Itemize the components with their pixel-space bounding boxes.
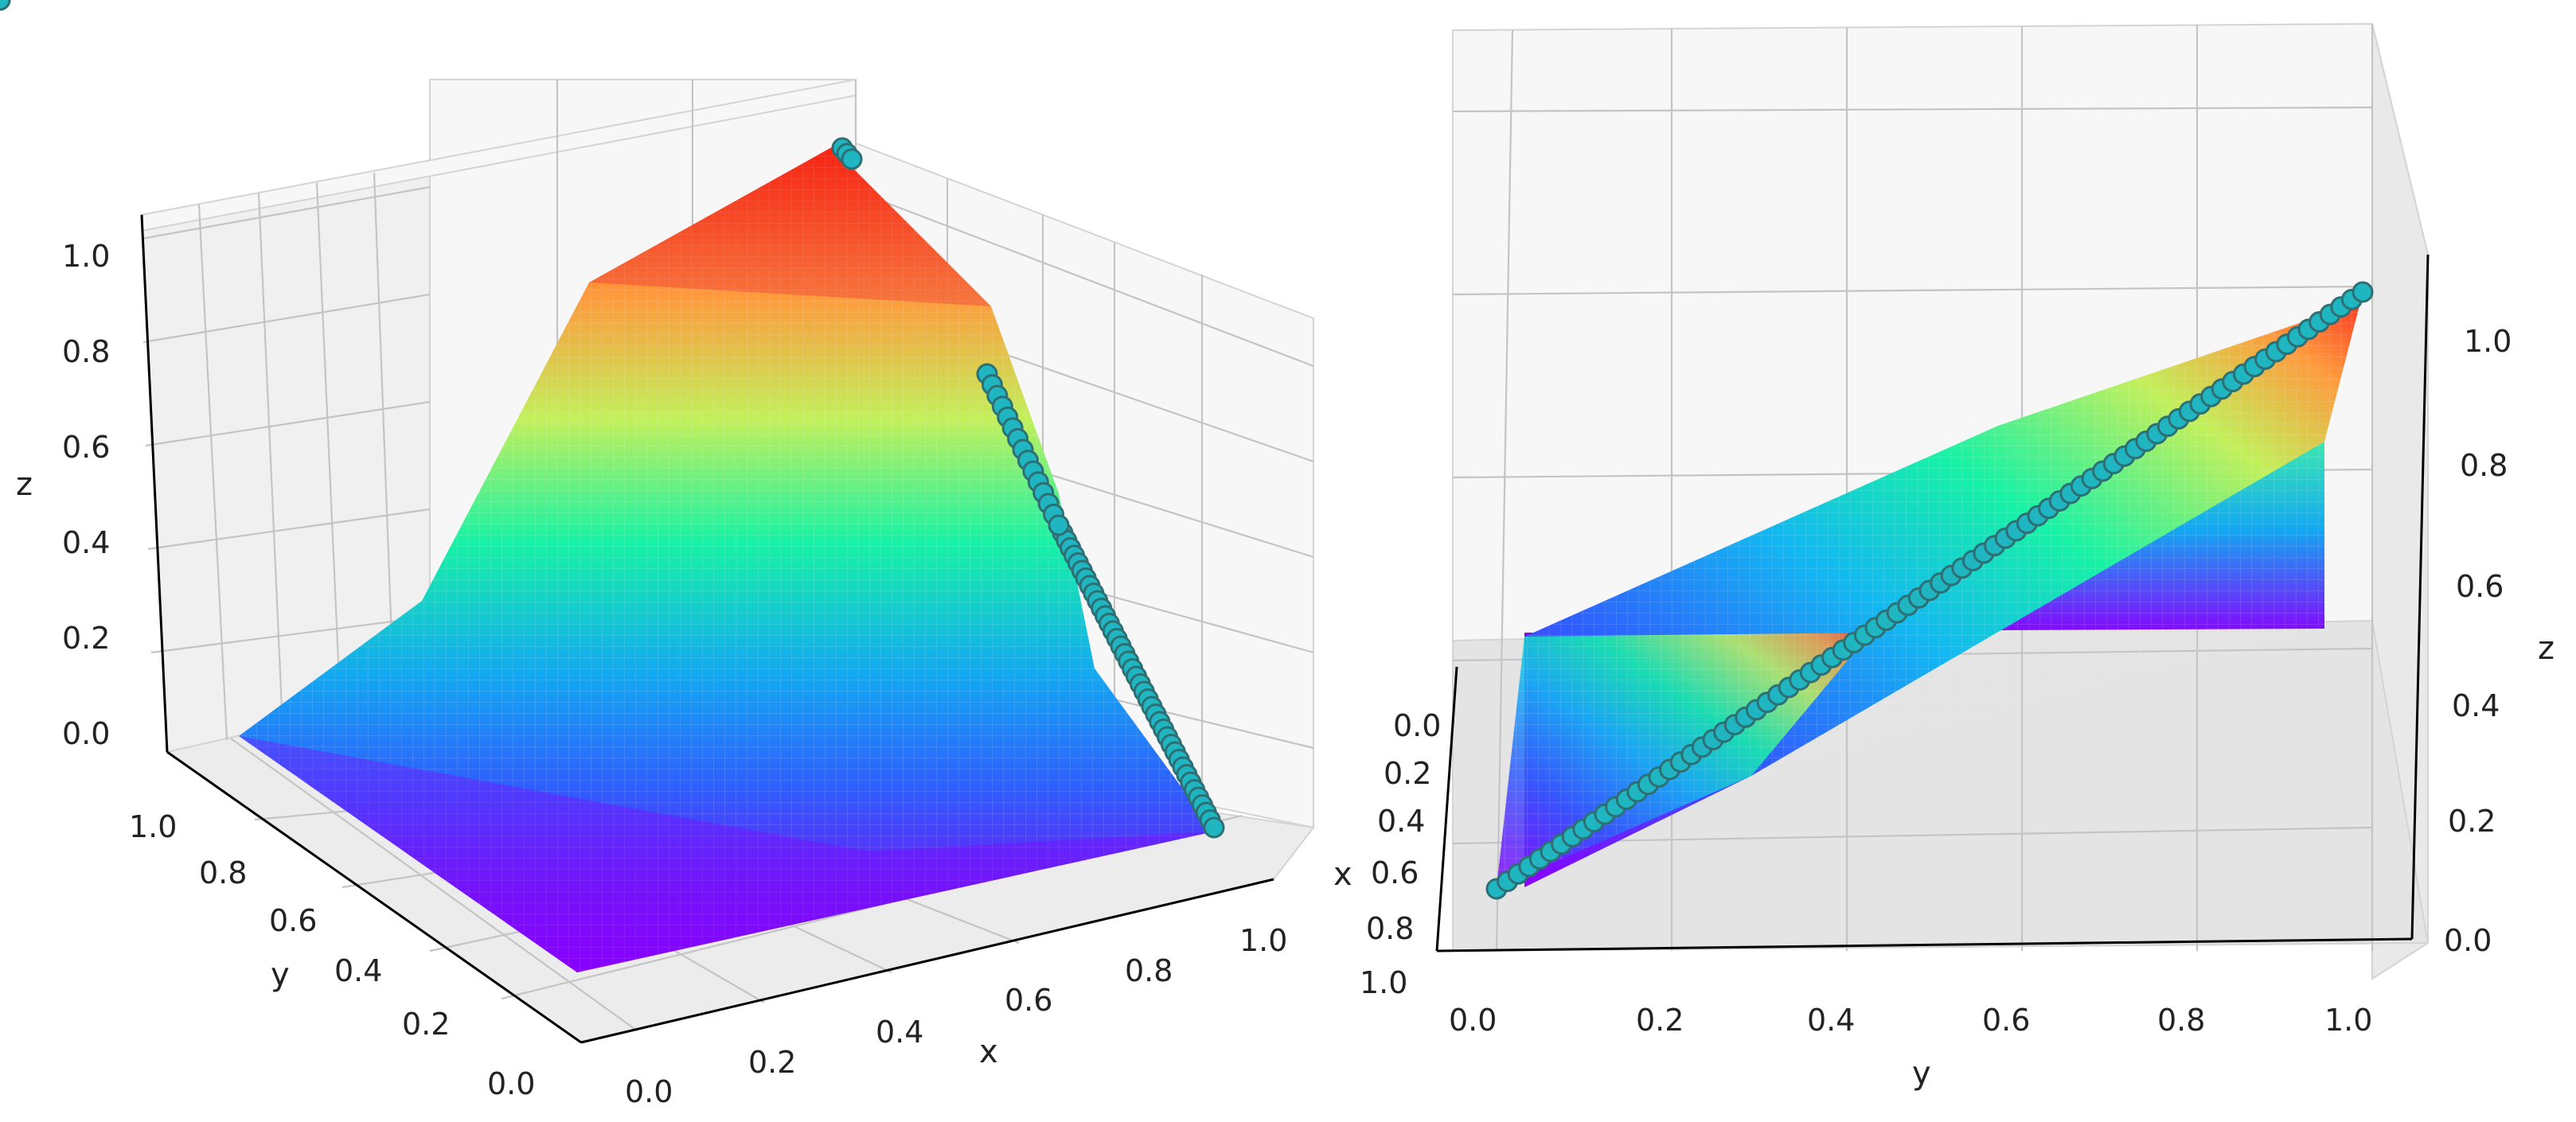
left-3d-plot: 0.0 0.2 0.4 0.6 0.8 1.0 z 0.0 0.2 0.4 0.… <box>0 0 1315 1109</box>
right-x-tick: 1.0 <box>1360 965 1407 1000</box>
scatter-point <box>841 148 863 170</box>
left-z-tick: 0.2 <box>62 621 110 656</box>
scatter-point <box>0 0 11 11</box>
right-3d-plot: 0.0 0.2 0.4 0.6 0.8 1.0 y 0.0 0.2 0.4 0.… <box>1333 22 2555 1092</box>
left-x-ticks: 0.0 0.2 0.4 0.6 0.8 1.0 <box>625 923 1287 1109</box>
left-z-tick: 0.6 <box>62 430 110 465</box>
left-x-tick: 1.0 <box>1239 923 1287 958</box>
left-surface <box>239 147 1214 972</box>
right-scatter-series <box>1485 281 2374 900</box>
right-z-tick: 0.6 <box>2456 569 2504 604</box>
left-z-label: z <box>16 466 33 503</box>
right-y-tick: 0.0 <box>1449 1003 1497 1038</box>
right-y-tick: 0.8 <box>2157 1003 2205 1038</box>
right-y-tick: 0.2 <box>1636 1003 1684 1038</box>
right-y-tick: 1.0 <box>2324 1003 2372 1038</box>
right-x-tick: 0.6 <box>1371 855 1419 890</box>
left-y-label: y <box>271 956 290 993</box>
right-x-tick: 0.4 <box>1377 804 1425 839</box>
left-y-tick: 0.4 <box>334 953 382 988</box>
left-scatter-series <box>0 0 1225 839</box>
left-grid-lines <box>141 172 431 741</box>
right-z-tick: 0.4 <box>2452 688 2500 723</box>
z-axis-line <box>140 214 169 753</box>
scatter-point <box>1048 514 1070 536</box>
right-x-axis-line <box>1435 666 1458 952</box>
left-y-tick: 1.0 <box>129 809 177 844</box>
y-axis-line <box>166 750 582 1044</box>
right-y-tick: 0.4 <box>1807 1003 1855 1038</box>
right-x-label: x <box>1333 856 1352 893</box>
right-y-axis-line <box>1436 937 2413 953</box>
left-z-tick: 0.0 <box>62 716 110 751</box>
left-x-tick: 0.4 <box>876 1015 923 1050</box>
left-z-tick: 0.8 <box>62 334 110 369</box>
left-z-tick: 1.0 <box>62 239 110 274</box>
left-z-ticks: 0.0 0.2 0.4 0.6 0.8 1.0 <box>62 239 110 751</box>
left-x-tick: 0.6 <box>1005 983 1052 1018</box>
right-z-tick: 0.2 <box>2448 804 2496 839</box>
right-y-tick: 0.6 <box>1982 1003 2030 1038</box>
right-z-label: z <box>2538 630 2555 667</box>
right-x-tick: 0.2 <box>1384 756 1431 791</box>
right-x-tick: 0.8 <box>1366 911 1414 946</box>
right-z-tick: 1.0 <box>2464 324 2512 359</box>
right-z-ticks: 0.0 0.2 0.4 0.6 0.8 1.0 <box>2444 324 2512 958</box>
x-axis-line <box>580 878 1274 1044</box>
scatter-point <box>1203 816 1225 839</box>
left-x-tick: 0.0 <box>625 1074 673 1109</box>
scatter-point <box>2352 281 2374 303</box>
left-x-tick: 0.8 <box>1125 953 1173 988</box>
left-x-tick: 0.2 <box>748 1045 796 1080</box>
right-z-axis-line <box>2410 254 2430 940</box>
left-y-tick: 0.8 <box>199 855 247 890</box>
left-x-label: x <box>979 1034 998 1070</box>
left-y-tick: 0.6 <box>269 903 317 938</box>
left-y-ticks: 0.0 0.2 0.4 0.6 0.8 1.0 <box>129 809 535 1101</box>
left-z-tick: 0.4 <box>62 525 110 560</box>
right-x-tick: 0.0 <box>1393 708 1441 743</box>
right-y-ticks: 0.0 0.2 0.4 0.6 0.8 1.0 <box>1449 1003 2372 1038</box>
right-x-ticks: 0.0 0.2 0.4 0.6 0.8 1.0 <box>1360 708 1441 1000</box>
right-z-tick: 0.0 <box>2444 923 2492 958</box>
right-z-tick: 0.8 <box>2460 448 2508 483</box>
left-y-tick: 0.2 <box>402 1007 450 1042</box>
right-y-label: y <box>1912 1055 1931 1092</box>
left-y-tick: 0.0 <box>487 1066 535 1101</box>
